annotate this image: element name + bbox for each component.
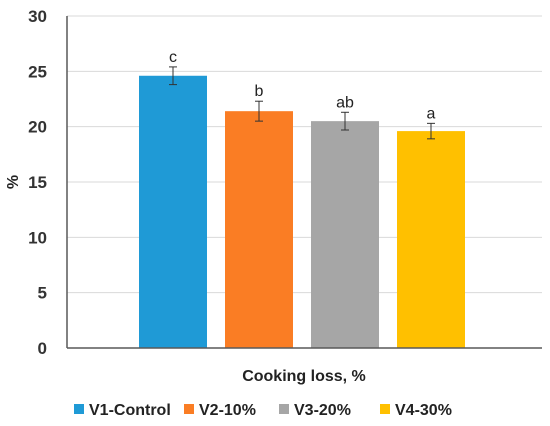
x-axis-label: Cooking loss, %: [242, 368, 366, 385]
legend-swatch: [279, 404, 289, 414]
y-tick-label: 30: [28, 7, 47, 26]
bar: [311, 121, 379, 348]
error-bar: [427, 122, 435, 140]
legend-label: V3-20%: [294, 402, 351, 419]
bar: [139, 75, 207, 348]
y-tick-label: 5: [38, 284, 47, 303]
y-tick-label: 10: [28, 228, 47, 247]
significance-label: ab: [336, 94, 354, 111]
y-tick-label: 0: [38, 339, 47, 358]
legend-item: V1-Control: [74, 402, 171, 419]
y-axis-label: %: [5, 175, 22, 189]
legend: V1-Control V2-10% V3-20% V4-30%: [74, 402, 452, 419]
bar: [397, 131, 465, 348]
axes: [66, 16, 542, 349]
y-tick-labels: 0 5 10 15 20 25 30: [28, 7, 47, 358]
legend-swatch: [380, 404, 390, 414]
bar: [225, 111, 293, 348]
error-bars: [169, 66, 435, 140]
legend-label: V4-30%: [395, 402, 452, 419]
significance-labels: c b ab a: [169, 49, 436, 122]
legend-swatch: [184, 404, 194, 414]
error-bar: [255, 100, 263, 122]
significance-label: a: [427, 105, 436, 122]
gridlines: [67, 15, 542, 294]
error-bar: [169, 66, 177, 86]
legend-item: V2-10%: [184, 402, 256, 419]
y-tick-label: 15: [28, 173, 47, 192]
significance-label: b: [255, 83, 264, 100]
bars: [139, 75, 465, 348]
legend-swatch: [74, 404, 84, 414]
legend-item: V4-30%: [380, 402, 452, 419]
y-tick-label: 25: [28, 62, 47, 81]
legend-label: V1-Control: [89, 402, 171, 419]
y-tick-label: 20: [28, 118, 47, 137]
legend-item: V3-20%: [279, 402, 351, 419]
error-bar: [341, 111, 349, 131]
legend-label: V2-10%: [199, 402, 256, 419]
significance-label: c: [169, 49, 177, 66]
